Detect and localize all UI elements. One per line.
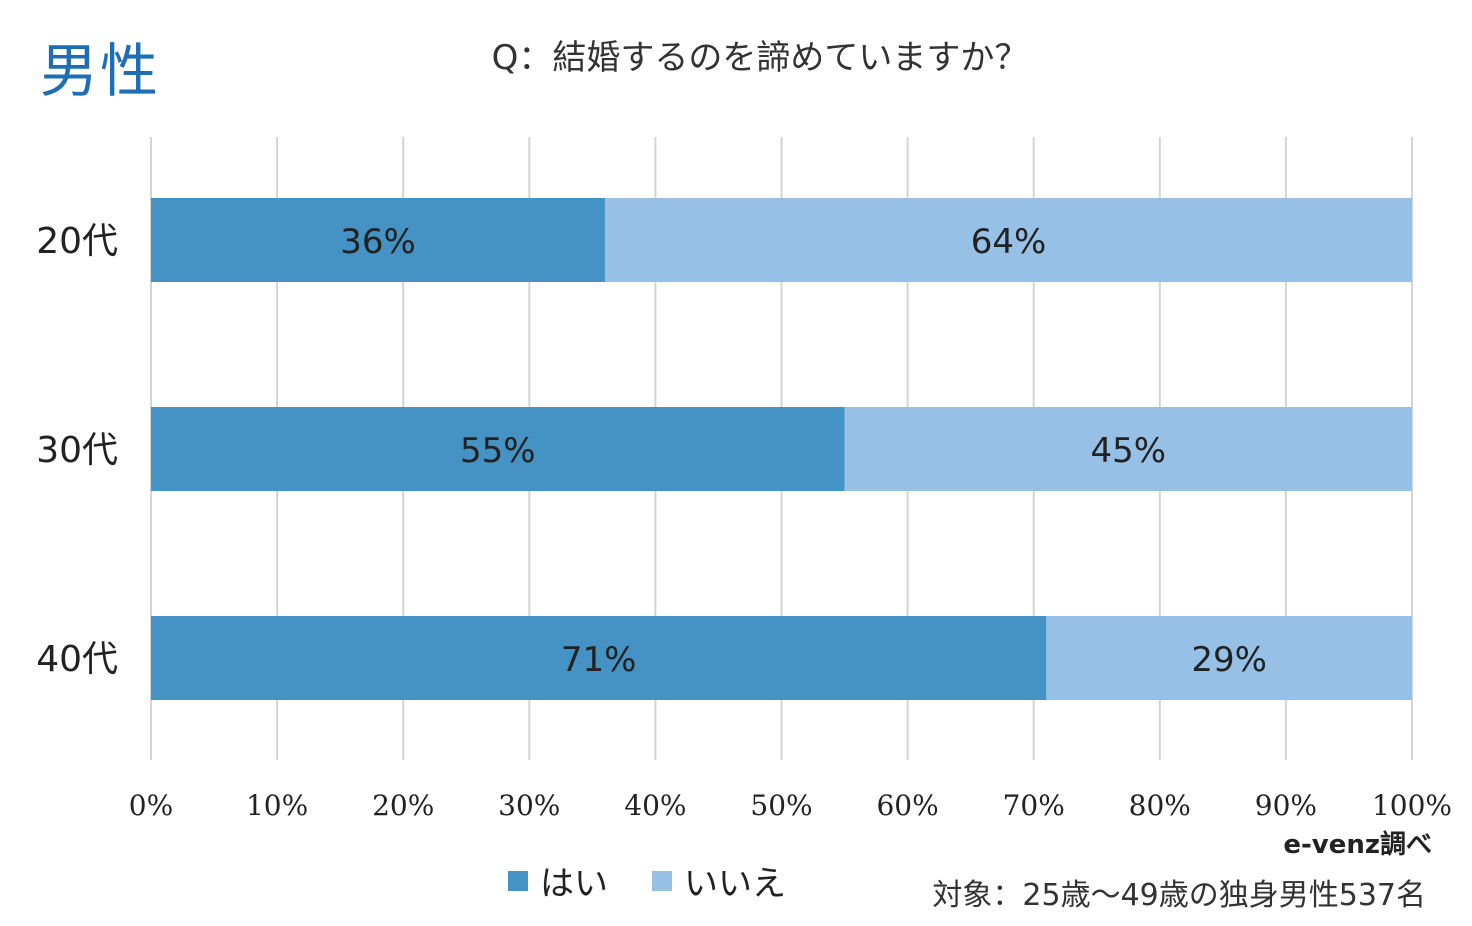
gender-badge: 男性 (40, 37, 161, 105)
y-category-label: 40代 (36, 639, 118, 680)
legend-swatch-yes (508, 870, 528, 891)
bar-data-label: 45% (1090, 431, 1166, 471)
legend: はい いいえ (508, 856, 830, 905)
x-tick-label: 100% (1372, 789, 1452, 822)
chart-title: Q：結婚するのを諦めていますか？ (491, 38, 1029, 78)
legend-item-yes: はい (508, 856, 608, 905)
x-tick-label: 70% (1003, 789, 1065, 822)
survey-target-note: 対象：25歳～49歳の独身男性537名 (932, 878, 1426, 913)
legend-item-no: いいえ (652, 856, 786, 905)
x-tick-label: 30% (498, 789, 560, 822)
bar-data-label: 36% (340, 222, 416, 262)
x-tick-label: 20% (372, 789, 434, 822)
bar-no (604, 198, 1412, 282)
bar-data-label: 64% (971, 222, 1047, 262)
x-tick-label: 60% (876, 789, 938, 822)
x-tick-label: 40% (624, 789, 686, 822)
legend-label-no: いいえ (684, 864, 786, 904)
bar-data-label: 29% (1191, 640, 1267, 680)
y-category-label: 20代 (36, 221, 118, 262)
x-tick-label: 10% (246, 789, 308, 822)
bar-no (844, 407, 1412, 491)
x-tick-label: 50% (750, 789, 812, 822)
x-tick-label: 90% (1255, 789, 1317, 822)
bar-data-label: 71% (561, 640, 637, 680)
bar-yes (151, 616, 1047, 700)
source-note: e-venz調べ (1283, 830, 1432, 860)
bar-yes (151, 198, 605, 282)
bar-data-label: 55% (460, 431, 536, 471)
x-tick-label: 0% (129, 789, 173, 822)
x-tick-label: 80% (1129, 789, 1191, 822)
legend-swatch-no (652, 870, 672, 891)
y-category-label: 30代 (36, 430, 118, 471)
legend-label-yes: はい (540, 864, 608, 904)
bar-no (1046, 616, 1412, 700)
bar-yes (151, 407, 845, 491)
